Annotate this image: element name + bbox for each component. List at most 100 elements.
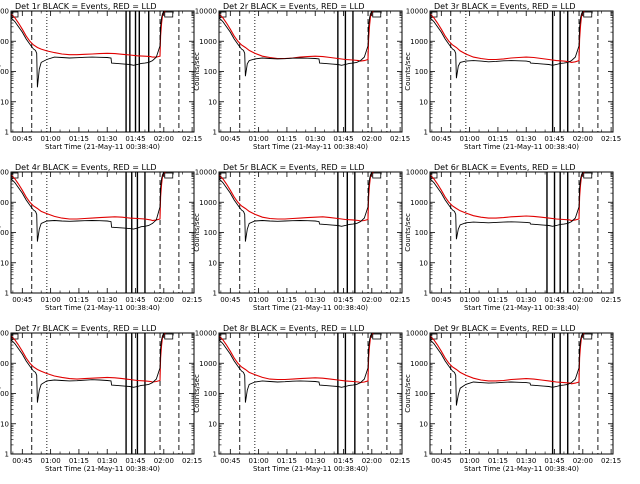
y-tick-label: 1 (213, 290, 217, 298)
events-series-line (430, 11, 595, 79)
x-tick-label: 00:45 (220, 457, 240, 465)
events-series-line (219, 333, 384, 403)
corner-box-right (164, 172, 174, 179)
y-tick-label: 10000 (406, 169, 428, 177)
x-tick-label: 01:00 (460, 457, 480, 465)
y-tick-label: 1 (213, 451, 217, 459)
x-tick-label: 01:15 (277, 296, 297, 304)
y-tick-label: 10000 (195, 330, 217, 338)
detector-panel: Det 2r BLACK = Events, RED = LLD 1 10 100 10… (193, 2, 410, 151)
x-tick-label: 01:30 (516, 457, 536, 465)
detector-panel: Det 9r BLACK = Events, RED = LLD 1 10 100 10… (404, 324, 621, 473)
x-tick-label: 01:00 (41, 296, 61, 304)
y-tick-label: 10 (0, 259, 9, 267)
x-tick-label: 01:00 (460, 296, 480, 304)
y-tick-label: 10 (419, 259, 428, 267)
y-axis-label: Counts/sec (193, 52, 201, 91)
y-tick-label: 1000 (0, 38, 9, 46)
y-tick-label: 10000 (0, 330, 9, 338)
y-tick-label: 10 (0, 420, 9, 428)
x-tick-label: 01:00 (41, 135, 61, 143)
x-tick-label: 02:15 (601, 296, 621, 304)
x-tick-label: 02:15 (390, 135, 410, 143)
panel-title: Det 1r BLACK = Events, RED = LLD (15, 2, 157, 11)
corner-box-right (583, 172, 593, 179)
lld-series-line (11, 333, 176, 383)
x-tick-label: 01:00 (249, 457, 269, 465)
x-tick-label: 02:00 (573, 135, 593, 143)
x-tick-label: 01:15 (488, 457, 508, 465)
x-tick-label: 01:45 (333, 135, 353, 143)
x-tick-label: 01:45 (544, 135, 564, 143)
x-tick-label: 01:00 (460, 135, 480, 143)
y-tick-label: 10000 (195, 8, 217, 16)
y-tick-label: 10 (208, 259, 217, 267)
detector-panel: Det 8r BLACK = Events, RED = LLD 1 10 100 10… (193, 324, 410, 473)
detector-panel: Det 3r BLACK = Events, RED = LLD 1 10 100 10… (404, 2, 621, 151)
x-axis-label: Start Time (21-May-11 00:38:40) (45, 304, 160, 312)
corner-box-right (372, 333, 382, 340)
panel-title: Det 4r BLACK = Events, RED = LLD (15, 163, 157, 172)
panel-title: Det 9r BLACK = Events, RED = LLD (434, 324, 576, 333)
x-tick-label: 00:45 (12, 296, 32, 304)
events-series-line (219, 11, 384, 77)
corner-box-right (164, 11, 174, 18)
x-tick-label: 01:45 (333, 457, 353, 465)
y-tick-label: 10000 (406, 330, 428, 338)
y-tick-label: 100 (415, 68, 428, 76)
x-axis-label: Start Time (21-May-11 00:38:40) (253, 304, 368, 312)
lld-series-line (430, 172, 595, 222)
x-tick-label: 01:30 (97, 135, 117, 143)
lld-series-line (430, 11, 595, 63)
y-axis-label: Counts/sec (193, 213, 201, 252)
x-tick-label: 01:15 (488, 296, 508, 304)
x-tick-label: 01:15 (488, 135, 508, 143)
y-axis-label: Counts/sec (404, 374, 412, 413)
x-tick-label: 01:45 (544, 296, 564, 304)
lld-series-line (219, 333, 384, 384)
y-tick-label: 10 (208, 420, 217, 428)
plot-area (430, 333, 599, 454)
y-axis-label: Counts/sec (0, 213, 2, 252)
x-tick-label: 01:45 (544, 457, 564, 465)
y-axis-label: Counts/sec (404, 213, 412, 252)
x-tick-label: 02:00 (154, 457, 174, 465)
detector-panel: Det 5r BLACK = Events, RED = LLD 1 10 100 10… (193, 163, 410, 312)
y-axis-label: Counts/sec (404, 52, 412, 91)
x-tick-label: 01:15 (69, 135, 89, 143)
x-tick-label: 01:45 (125, 296, 145, 304)
detector-panel: Det 1r BLACK = Events, RED = LLD 1 10 100 10… (0, 2, 202, 151)
y-tick-label: 100 (0, 229, 9, 237)
x-tick-label: 01:30 (305, 135, 325, 143)
detector-panel: Det 6r BLACK = Events, RED = LLD 1 10 100 10… (404, 163, 621, 312)
x-axis-label: Start Time (21-May-11 00:38:40) (45, 465, 160, 473)
detector-panel: Det 4r BLACK = Events, RED = LLD 1 10 100 10… (0, 163, 202, 312)
plot-area (219, 172, 388, 293)
x-axis-label: Start Time (21-May-11 00:38:40) (253, 465, 368, 473)
x-tick-label: 02:00 (573, 296, 593, 304)
y-tick-label: 1 (5, 129, 9, 137)
corner-box-right (372, 11, 382, 18)
y-tick-label: 10000 (0, 8, 9, 16)
y-tick-label: 1 (424, 451, 428, 459)
x-axis-label: Start Time (21-May-11 00:38:40) (253, 143, 368, 151)
events-series-line (430, 172, 595, 240)
x-tick-label: 01:15 (277, 135, 297, 143)
x-tick-label: 02:15 (182, 296, 202, 304)
corner-box-right (583, 333, 593, 340)
x-tick-label: 00:45 (431, 135, 451, 143)
x-tick-label: 02:15 (182, 135, 202, 143)
y-tick-label: 1000 (199, 199, 217, 207)
y-tick-label: 100 (0, 390, 9, 398)
x-tick-label: 02:15 (390, 457, 410, 465)
events-series-line (219, 172, 384, 242)
x-tick-label: 01:15 (69, 296, 89, 304)
y-tick-label: 10 (208, 98, 217, 106)
panel-title: Det 2r BLACK = Events, RED = LLD (223, 2, 365, 11)
lld-series-line (430, 333, 595, 385)
y-axis-label: Counts/sec (0, 374, 2, 413)
y-tick-label: 100 (204, 229, 217, 237)
events-series-line (11, 172, 176, 242)
